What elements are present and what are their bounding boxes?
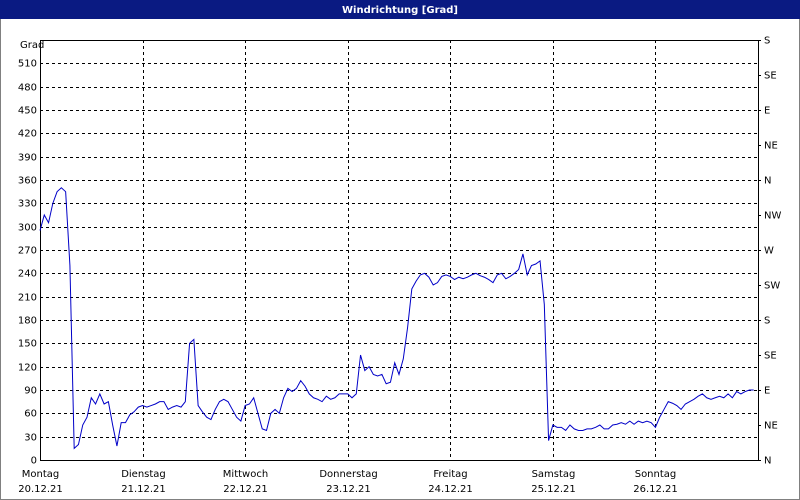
y2-tick-label: E [764,386,770,397]
y2-tick-label: SW [764,281,780,292]
x-tick-date: 22.12.21 [223,484,268,495]
y-tick-label: 30 [24,433,37,444]
y-tick-label: 90 [24,386,37,397]
y2-tick-label: N [764,456,771,467]
y-tick-label: 150 [18,339,37,350]
y2-tick-label: NE [764,421,778,432]
y-tick-label: 300 [18,223,37,234]
x-tick-date: 26.12.21 [633,484,678,495]
y-axis-label: Grad [20,40,44,51]
title-bar [0,0,800,19]
x-tick-date: 24.12.21 [428,484,473,495]
y-tick-label: 60 [24,409,37,420]
x-tick-date: 23.12.21 [326,484,371,495]
y-tick-label: 330 [18,199,37,210]
y-tick-label: 240 [18,269,37,280]
y-tick-label: 480 [18,83,37,94]
y2-tick-label: S [764,36,770,47]
plot-border [40,40,759,461]
y-tick-label: 420 [18,129,37,140]
y-tick-label: 180 [18,316,37,327]
y-tick-label: 390 [18,153,37,164]
y-tick-label: 120 [18,363,37,374]
x-tick-date: 21.12.21 [121,484,166,495]
y2-tick-label: NW [764,211,781,222]
chart-title: Windrichtung [Grad] [342,5,458,16]
x-tick-label: Montag [22,469,59,480]
y-tick-label: 210 [18,293,37,304]
x-tick-date: 25.12.21 [531,484,576,495]
x-tick-label: Samstag [532,469,576,480]
y-tick-label: 270 [18,246,37,257]
y2-tick-label: E [764,106,770,117]
y2-tick-label: N [764,176,771,187]
y-tick-label: 510 [18,59,37,70]
y2-tick-label: NE [764,141,778,152]
y2-tick-label: SE [764,351,777,362]
y2-tick-label: SE [764,71,777,82]
data-line [39,187,754,450]
x-tick-label: Sonntag [635,469,677,480]
y-tick-label: 450 [18,106,37,117]
x-tick-label: Donnerstag [319,469,377,480]
y-tick-label: 0 [31,456,37,467]
y2-tick-label: W [764,246,774,257]
y-tick-label: 360 [18,176,37,187]
y2-tick-label: S [764,316,770,327]
x-tick-date: 20.12.21 [18,484,63,495]
x-tick-label: Mittwoch [223,469,268,480]
x-tick-label: Dienstag [121,469,166,480]
x-tick-label: Freitag [433,469,467,480]
